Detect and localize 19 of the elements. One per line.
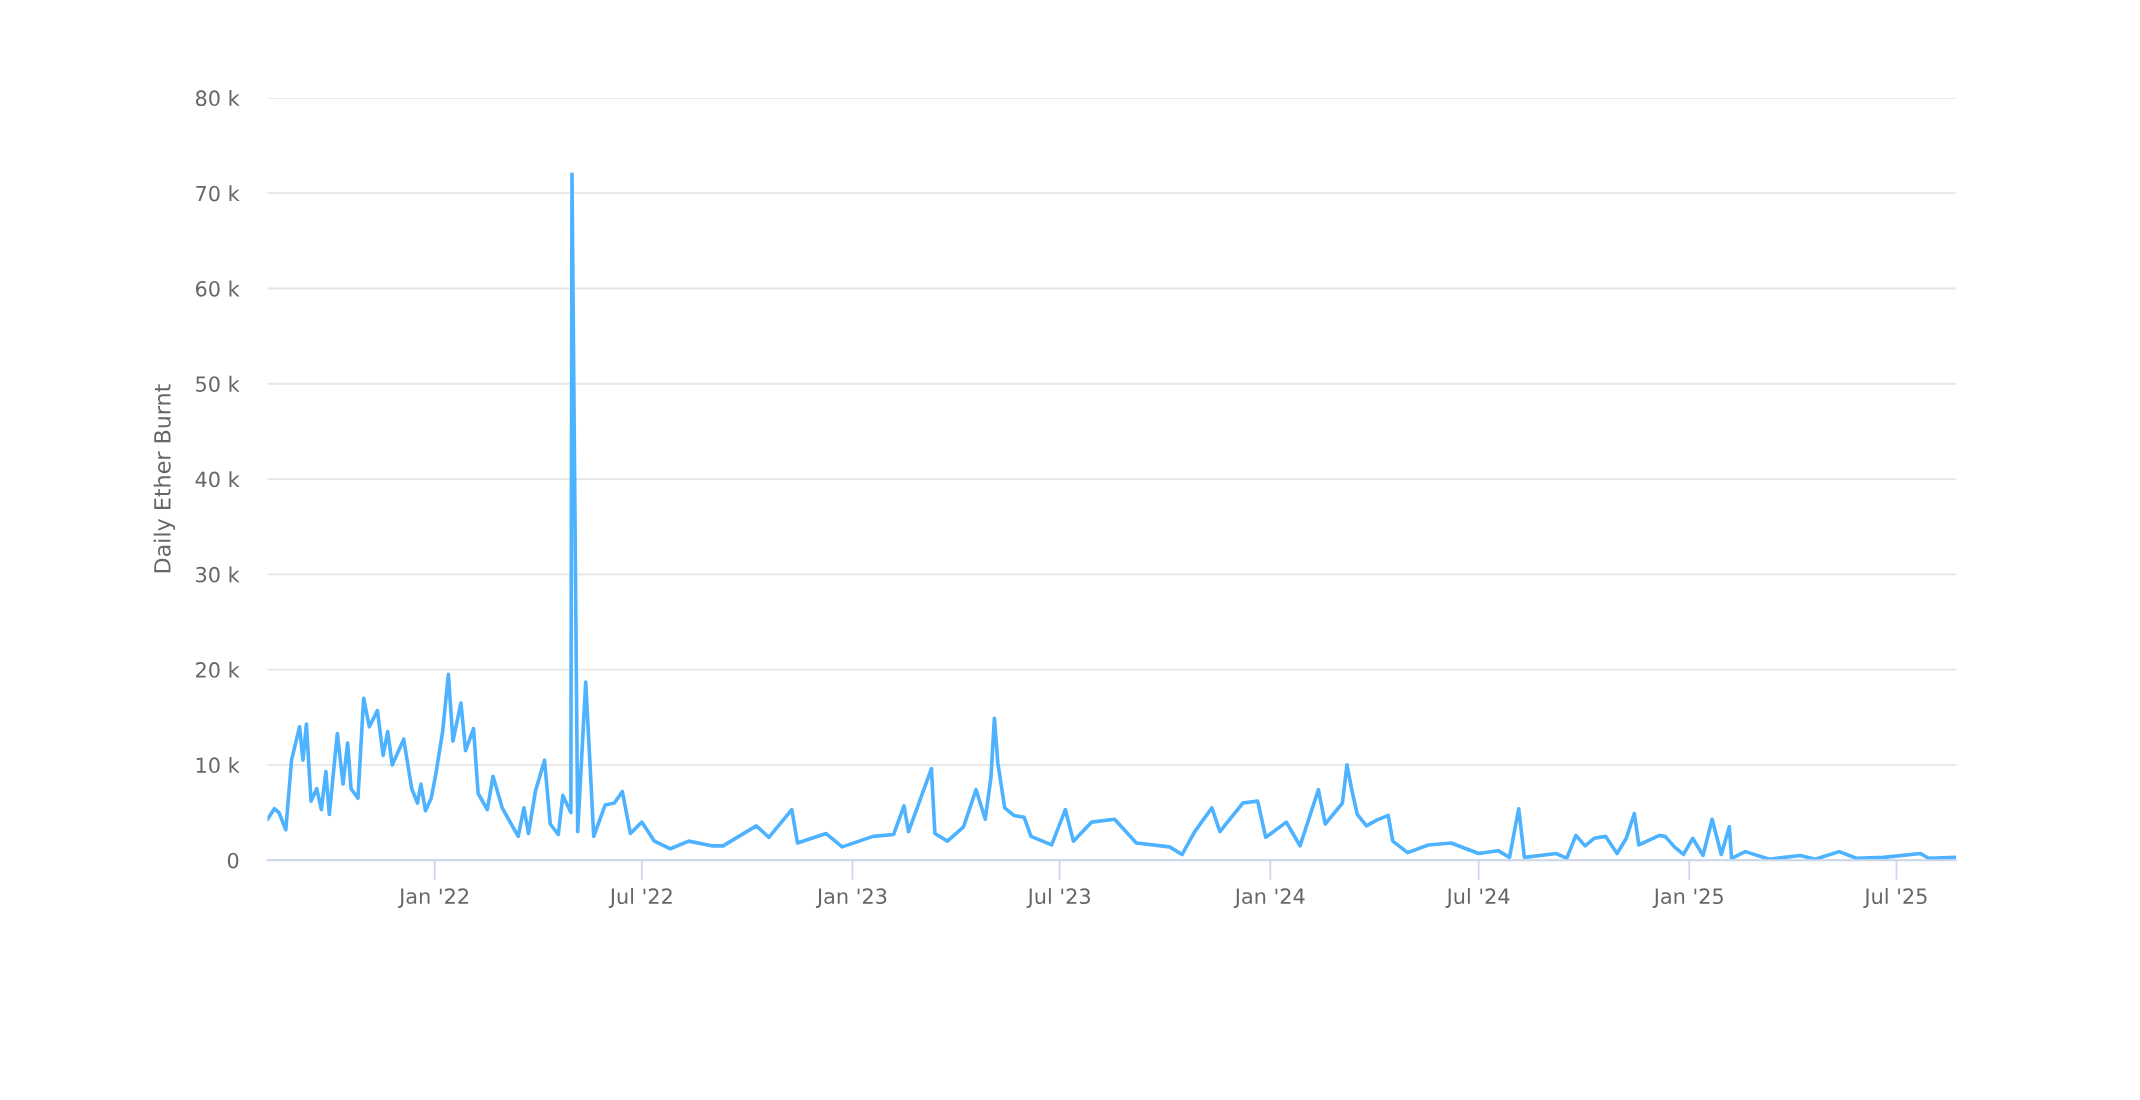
y-tick-label: 0: [227, 852, 239, 869]
y-tick-label: 50 k: [196, 375, 240, 392]
y-tick-label: 40 k: [195, 471, 240, 488]
line-series: [267, 172, 1956, 861]
y-tick-label: 70 k: [196, 185, 240, 202]
x-tick-label: Jul '24: [1445, 887, 1510, 908]
x-tick-label: Jan '23: [815, 888, 887, 908]
x-tick-label: Jan '25: [1652, 888, 1723, 908]
x-tick-label: Jan '24: [1233, 888, 1305, 908]
y-tick-label: 30 k: [196, 566, 240, 583]
y-axis-title: Daily Ether Burnt: [153, 384, 176, 573]
x-tick-label: Jul '22: [608, 887, 672, 908]
x-tick-label: Jul '23: [1026, 887, 1090, 908]
y-tick-label: 20 k: [196, 661, 240, 678]
y-tick-label: 60 k: [195, 280, 240, 297]
x-tick-label: Jul '25: [1863, 887, 1927, 908]
x-tick-label: Jan '22: [398, 888, 469, 908]
y-tick-label: 10 k: [196, 757, 240, 774]
y-tick-label: 80 k: [195, 89, 240, 107]
